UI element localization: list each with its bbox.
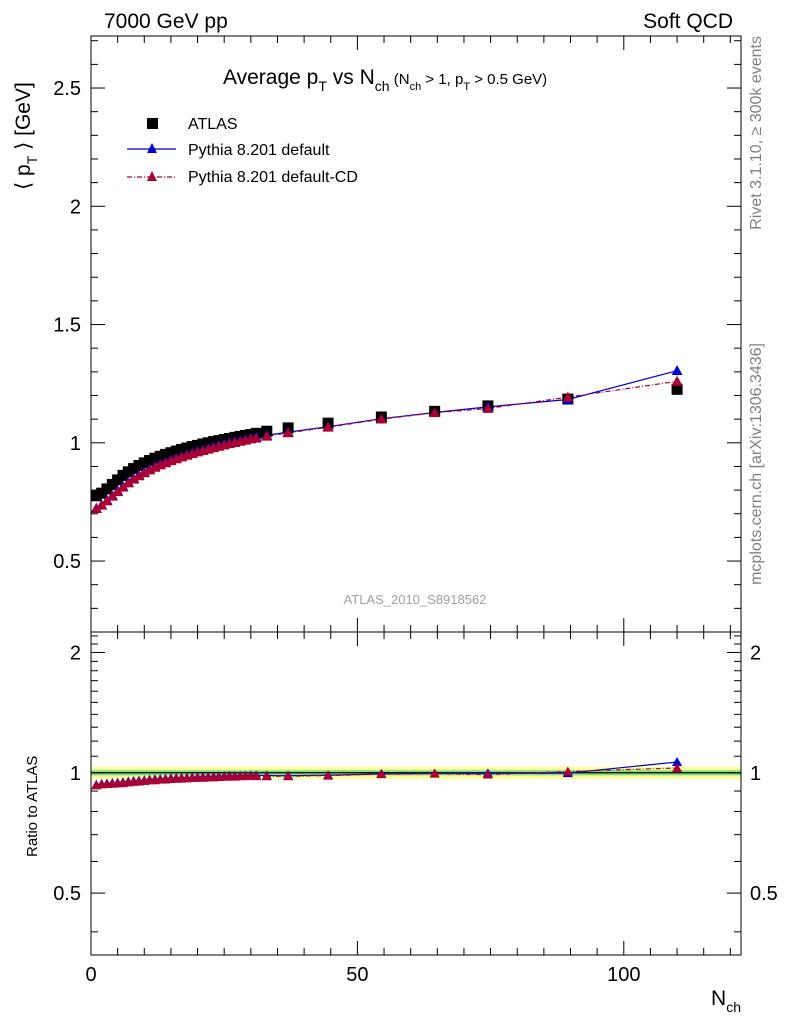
- main-y-tick-label: 0.5: [53, 551, 81, 573]
- ratio-plot-frame: [90, 631, 742, 956]
- header-right-label: Soft QCD: [643, 10, 733, 33]
- main-y-tick-label: 2: [70, 196, 81, 218]
- point-default-cd: [562, 391, 574, 402]
- main-axis-ticks: 0.5 1 1.5 2 2.5: [53, 36, 741, 632]
- analysis-label: ATLAS_2010_S8918562: [344, 592, 487, 607]
- ratio-point-default-cd: [482, 769, 493, 779]
- point-default-cd: [322, 421, 334, 432]
- ratio-point-default-cd: [251, 771, 262, 781]
- legend: ATLAS Pythia 8.201 default Pythia 8.201 …: [127, 116, 358, 186]
- point-default-cd: [96, 499, 108, 510]
- ratio-y-tick-label: 0.5: [53, 883, 81, 905]
- legend-label-atlas: ATLAS: [188, 116, 238, 133]
- ratio-point-default-cd: [376, 769, 387, 779]
- point-default-cd: [282, 427, 294, 438]
- y-axis-label: ⟨ pT ⟩ [GeV]: [12, 82, 40, 190]
- legend-marker-default-cd: [147, 171, 157, 181]
- point-default-cd: [117, 481, 129, 492]
- ratio-y-tick-label: 2: [70, 642, 81, 664]
- ratio-point-default-cd: [672, 762, 683, 772]
- legend-label-default: Pythia 8.201 default: [188, 142, 330, 159]
- point-default-cd: [138, 467, 150, 478]
- point-default-cd: [133, 470, 145, 481]
- ratio-y-tick-label-right: 1: [750, 763, 761, 785]
- x-tick-label: 0: [85, 964, 96, 986]
- main-y-tick-label: 2.5: [53, 78, 81, 100]
- point-default-cd: [144, 464, 156, 475]
- ratio-y-tick-label-right: 2: [750, 642, 761, 664]
- ratio-y-axis-label: Ratio to ATLAS: [24, 756, 41, 857]
- header-left-label: 7000 GeV pp: [104, 10, 228, 33]
- ratio-series-layer: [91, 756, 683, 790]
- main-y-tick-label: 1: [70, 433, 81, 455]
- ratio-point-default: [672, 756, 683, 766]
- ratio-point-default-cd: [429, 768, 440, 778]
- point-default-cd: [112, 486, 124, 497]
- point-default-cd: [429, 407, 441, 418]
- ratio-y-tick-label: 1: [70, 763, 81, 785]
- x-axis-label: Nch: [711, 987, 741, 1015]
- point-default-cd: [375, 413, 387, 424]
- series-line-default: [96, 370, 678, 509]
- x-tick-label: 100: [607, 964, 640, 986]
- ratio-panel: 0 50 100 0.5 0.5 1 1 2 2 Ratio to ATLAS Nch: [24, 631, 778, 1015]
- point-default-cd: [106, 490, 118, 501]
- legend-marker-atlas: [147, 118, 158, 129]
- main-title: Average pT vs Nch (Nch > 1, pT > 0.5 GeV…: [223, 66, 547, 94]
- point-default-cd: [482, 403, 494, 413]
- main-panel: 0.5 1 1.5 2 2.5 Average pT vs Nch (Nch > 1, …: [12, 35, 742, 633]
- point-default-cd: [122, 477, 134, 488]
- point-default-cd: [261, 430, 273, 441]
- ratio-point-default-cd: [323, 770, 334, 780]
- point-default: [671, 365, 683, 376]
- rivet-label: Rivet 3.1.10, ≥ 300k events: [748, 36, 765, 230]
- point-default-cd: [250, 432, 262, 443]
- legend-marker-default: [147, 143, 157, 153]
- main-y-tick-label: 1.5: [53, 315, 81, 337]
- point-default-cd: [90, 503, 102, 513]
- ratio-axis-ticks: 0 50 100 0.5 0.5 1 1 2 2: [53, 632, 778, 986]
- x-tick-label: 50: [346, 964, 368, 986]
- legend-label-default-cd: Pythia 8.201 default-CD: [188, 169, 358, 186]
- point-default-cd: [671, 375, 683, 386]
- ratio-point-default-cd: [261, 771, 272, 781]
- ratio-point-default-cd: [283, 771, 294, 781]
- main-series-layer: [90, 365, 683, 513]
- mcplots-label: mcplots.cern.ch [arXiv:1306.3436]: [748, 343, 765, 585]
- point-default-cd: [128, 473, 140, 484]
- atlas-point: [671, 383, 683, 395]
- ratio-point-default-cd: [562, 766, 573, 776]
- ratio-y-tick-label-right: 0.5: [750, 883, 778, 905]
